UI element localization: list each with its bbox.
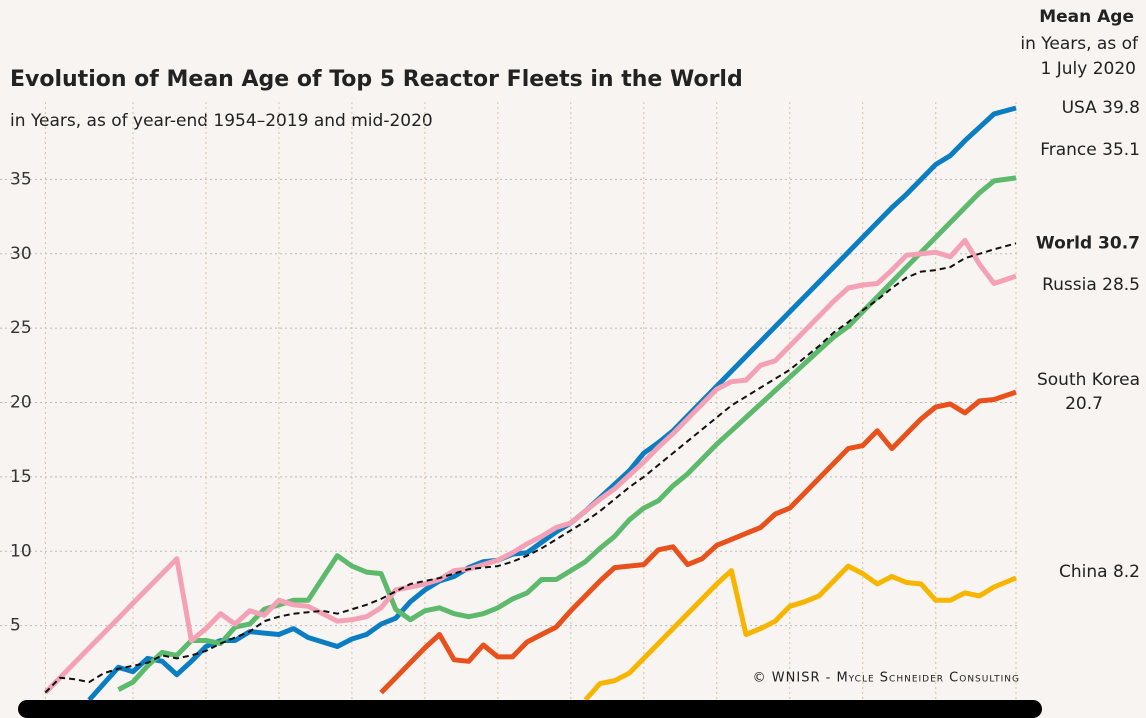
side-header: 1 July 2020 xyxy=(1041,59,1136,79)
y-tick-label: 25 xyxy=(10,318,32,338)
series-line xyxy=(379,389,1017,695)
series-line xyxy=(87,105,1017,702)
side-header: Mean Age xyxy=(1039,7,1134,27)
side-header: in Years, as of xyxy=(1020,34,1139,54)
series-label: South Korea xyxy=(1037,370,1140,390)
series-line xyxy=(583,563,1017,702)
series-line xyxy=(117,175,1017,692)
series-line xyxy=(44,242,1017,694)
y-tick-label: 10 xyxy=(10,541,32,561)
chart-subtitle: in Years, as of year-end 1954–2019 and m… xyxy=(10,111,433,131)
series-label: China 8.2 xyxy=(1059,562,1140,582)
series-label: 20.7 xyxy=(1065,394,1103,414)
y-tick-label: 5 xyxy=(10,616,21,636)
credit: © WNISR - Mycle Schneider Consulting xyxy=(753,671,1020,686)
chart-title: Evolution of Mean Age of Top 5 Reactor F… xyxy=(10,67,743,92)
series-label: France 35.1 xyxy=(1040,140,1140,160)
series-label: World 30.7 xyxy=(1036,233,1140,253)
y-tick-label: 15 xyxy=(10,467,32,487)
series-label: Russia 28.5 xyxy=(1042,275,1140,295)
series-line xyxy=(43,237,1017,695)
x-axis-bar xyxy=(18,700,1042,718)
y-tick-label: 35 xyxy=(10,169,32,189)
y-tick-label: 30 xyxy=(10,244,32,264)
y-tick-label: 20 xyxy=(10,393,32,413)
series-label: USA 39.8 xyxy=(1062,98,1140,118)
